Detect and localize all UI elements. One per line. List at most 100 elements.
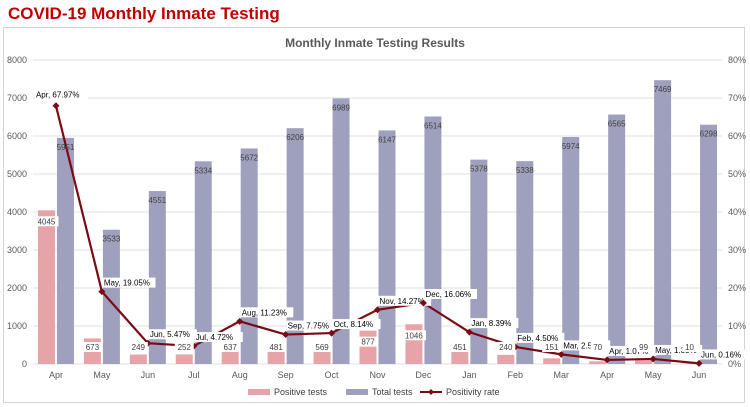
bar-positive-tests [129, 354, 147, 364]
x-tick-label: Apr [49, 370, 63, 380]
bar-total-tests [562, 136, 580, 364]
bar-label-positive: 451 [453, 343, 467, 352]
bar-positive-tests [405, 324, 423, 364]
y-tick-left: 4000 [7, 207, 27, 217]
positivity-label: Aug, 11.23% [242, 308, 287, 317]
legend-total: Total tests [372, 387, 413, 397]
bar-label-positive: 252 [178, 343, 192, 352]
y-tick-left: 3000 [7, 245, 27, 255]
positivity-point [52, 102, 60, 110]
x-tick-label: Mar [553, 370, 569, 380]
positivity-point [419, 299, 427, 307]
y-tick-right: 60% [728, 131, 746, 141]
bar-label-total: 3533 [103, 235, 121, 244]
bar-label-bg [450, 342, 470, 352]
positivity-point [465, 328, 473, 336]
bar-label-positive: 10 [685, 343, 694, 352]
y-axis-left: 0 1000 2000 3000 4000 5000 6000 7000 8000 [7, 55, 27, 369]
bar-label-bg [590, 342, 605, 352]
positivity-label: Apr, 1.07% [609, 347, 648, 356]
legend-positive: Positive tests [274, 387, 328, 397]
positivity-label-bg [102, 277, 156, 288]
bar-label-bg [220, 342, 240, 352]
positivity-label-bg [194, 332, 243, 343]
positivity-label-bg [562, 340, 611, 351]
bar-label-positive: 70 [593, 343, 602, 352]
positivity-label: Jun, 5.47% [150, 330, 190, 339]
y-tick-left: 8000 [7, 55, 27, 65]
y-tick-left: 0 [22, 359, 27, 369]
bar-label-total: 5974 [562, 142, 580, 151]
positivity-point [328, 329, 336, 337]
positivity-label-bg [470, 318, 519, 329]
positivity-point [236, 317, 244, 325]
bar-positive-tests [175, 354, 193, 364]
y-tick-left: 6000 [7, 131, 27, 141]
bar-positive-tests [589, 361, 607, 364]
bar-label-bg [682, 342, 697, 352]
positivity-label-bg [608, 345, 657, 356]
positivity-label: Jan, 8.39% [471, 319, 511, 328]
positivity-label-bg [286, 320, 335, 331]
x-tick-label: May [93, 370, 111, 380]
positivity-label: Apr, 67.97% [36, 91, 80, 100]
bar-label-bg [358, 336, 378, 347]
bar-total-tests [378, 130, 396, 364]
positivity-label-bg [516, 332, 565, 343]
y-tick-left: 5000 [7, 169, 27, 179]
bar-total-tests [102, 229, 120, 364]
bar-label-total: 5378 [470, 165, 488, 174]
bar-positive-tests [635, 360, 653, 364]
bar-label-bg [496, 342, 516, 352]
positivity-label-bg [240, 307, 294, 318]
y-tick-right: 70% [728, 93, 746, 103]
bar-label-bg [401, 330, 426, 341]
x-tick-label: Jan [462, 370, 477, 380]
bar-labels: 4045 5951 673 3533 249 4551 252 5334 637 5672 481 6… [34, 85, 718, 352]
bar-label-total: 6989 [332, 103, 350, 112]
bar-label-total: 6206 [286, 133, 304, 142]
x-tick-label: Feb [508, 370, 524, 380]
bar-label-bg [174, 342, 194, 352]
bar-label-total: 7469 [654, 85, 672, 94]
chart-frame [3, 27, 745, 403]
positivity-label-bg [378, 295, 432, 306]
bar-label-positive: 673 [86, 343, 100, 352]
positivity-label: May, 19.05% [104, 279, 150, 288]
bar-label-positive: 569 [315, 343, 329, 352]
positivity-point [98, 288, 106, 296]
bar-total-tests [286, 128, 304, 364]
bar-total-tests [56, 137, 74, 364]
positivity-point [374, 306, 381, 314]
bar-label-positive: 877 [361, 338, 375, 347]
x-tick-label: May [645, 370, 663, 380]
bar-label-total: 5334 [194, 166, 212, 175]
bar-label-bg [34, 216, 59, 227]
y-tick-left: 1000 [7, 321, 27, 331]
y-tick-left: 2000 [7, 283, 27, 293]
bar-label-total: 6298 [700, 130, 718, 139]
bar-positive-tests [497, 354, 515, 364]
bar-label-total: 5951 [57, 143, 75, 152]
bar-label-positive: 1046 [405, 331, 423, 340]
positivity-label: Sep, 7.75% [288, 322, 329, 331]
y-tick-right: 50% [728, 169, 746, 179]
bar-label-bg [636, 342, 651, 352]
x-tick-label: Sep [278, 370, 294, 380]
x-tick-label: Apr [600, 370, 614, 380]
positivity-label-bg [700, 349, 749, 360]
y-axis-right: 0% 10% 20% 30% 40% 50% 60% 70% 80% [728, 55, 746, 369]
legend: Positive tests Total tests Positivity ra… [248, 387, 500, 397]
bar-total-tests [194, 161, 212, 364]
y-tick-right: 0% [728, 359, 741, 369]
bar-total-tests [424, 116, 442, 364]
bar-positive-tests [543, 358, 561, 364]
bar-label-positive: 99 [639, 343, 648, 352]
page-title: COVID-19 Monthly Inmate Testing [8, 4, 280, 23]
x-tick-label: Dec [415, 370, 432, 380]
positivity-label: Mar, 2.53% [563, 341, 603, 350]
positivity-label: Feb, 4.50% [517, 334, 558, 343]
legend-marker [428, 389, 434, 395]
bar-total-tests [700, 124, 718, 365]
positivity-label: May, 1.33% [655, 346, 697, 355]
